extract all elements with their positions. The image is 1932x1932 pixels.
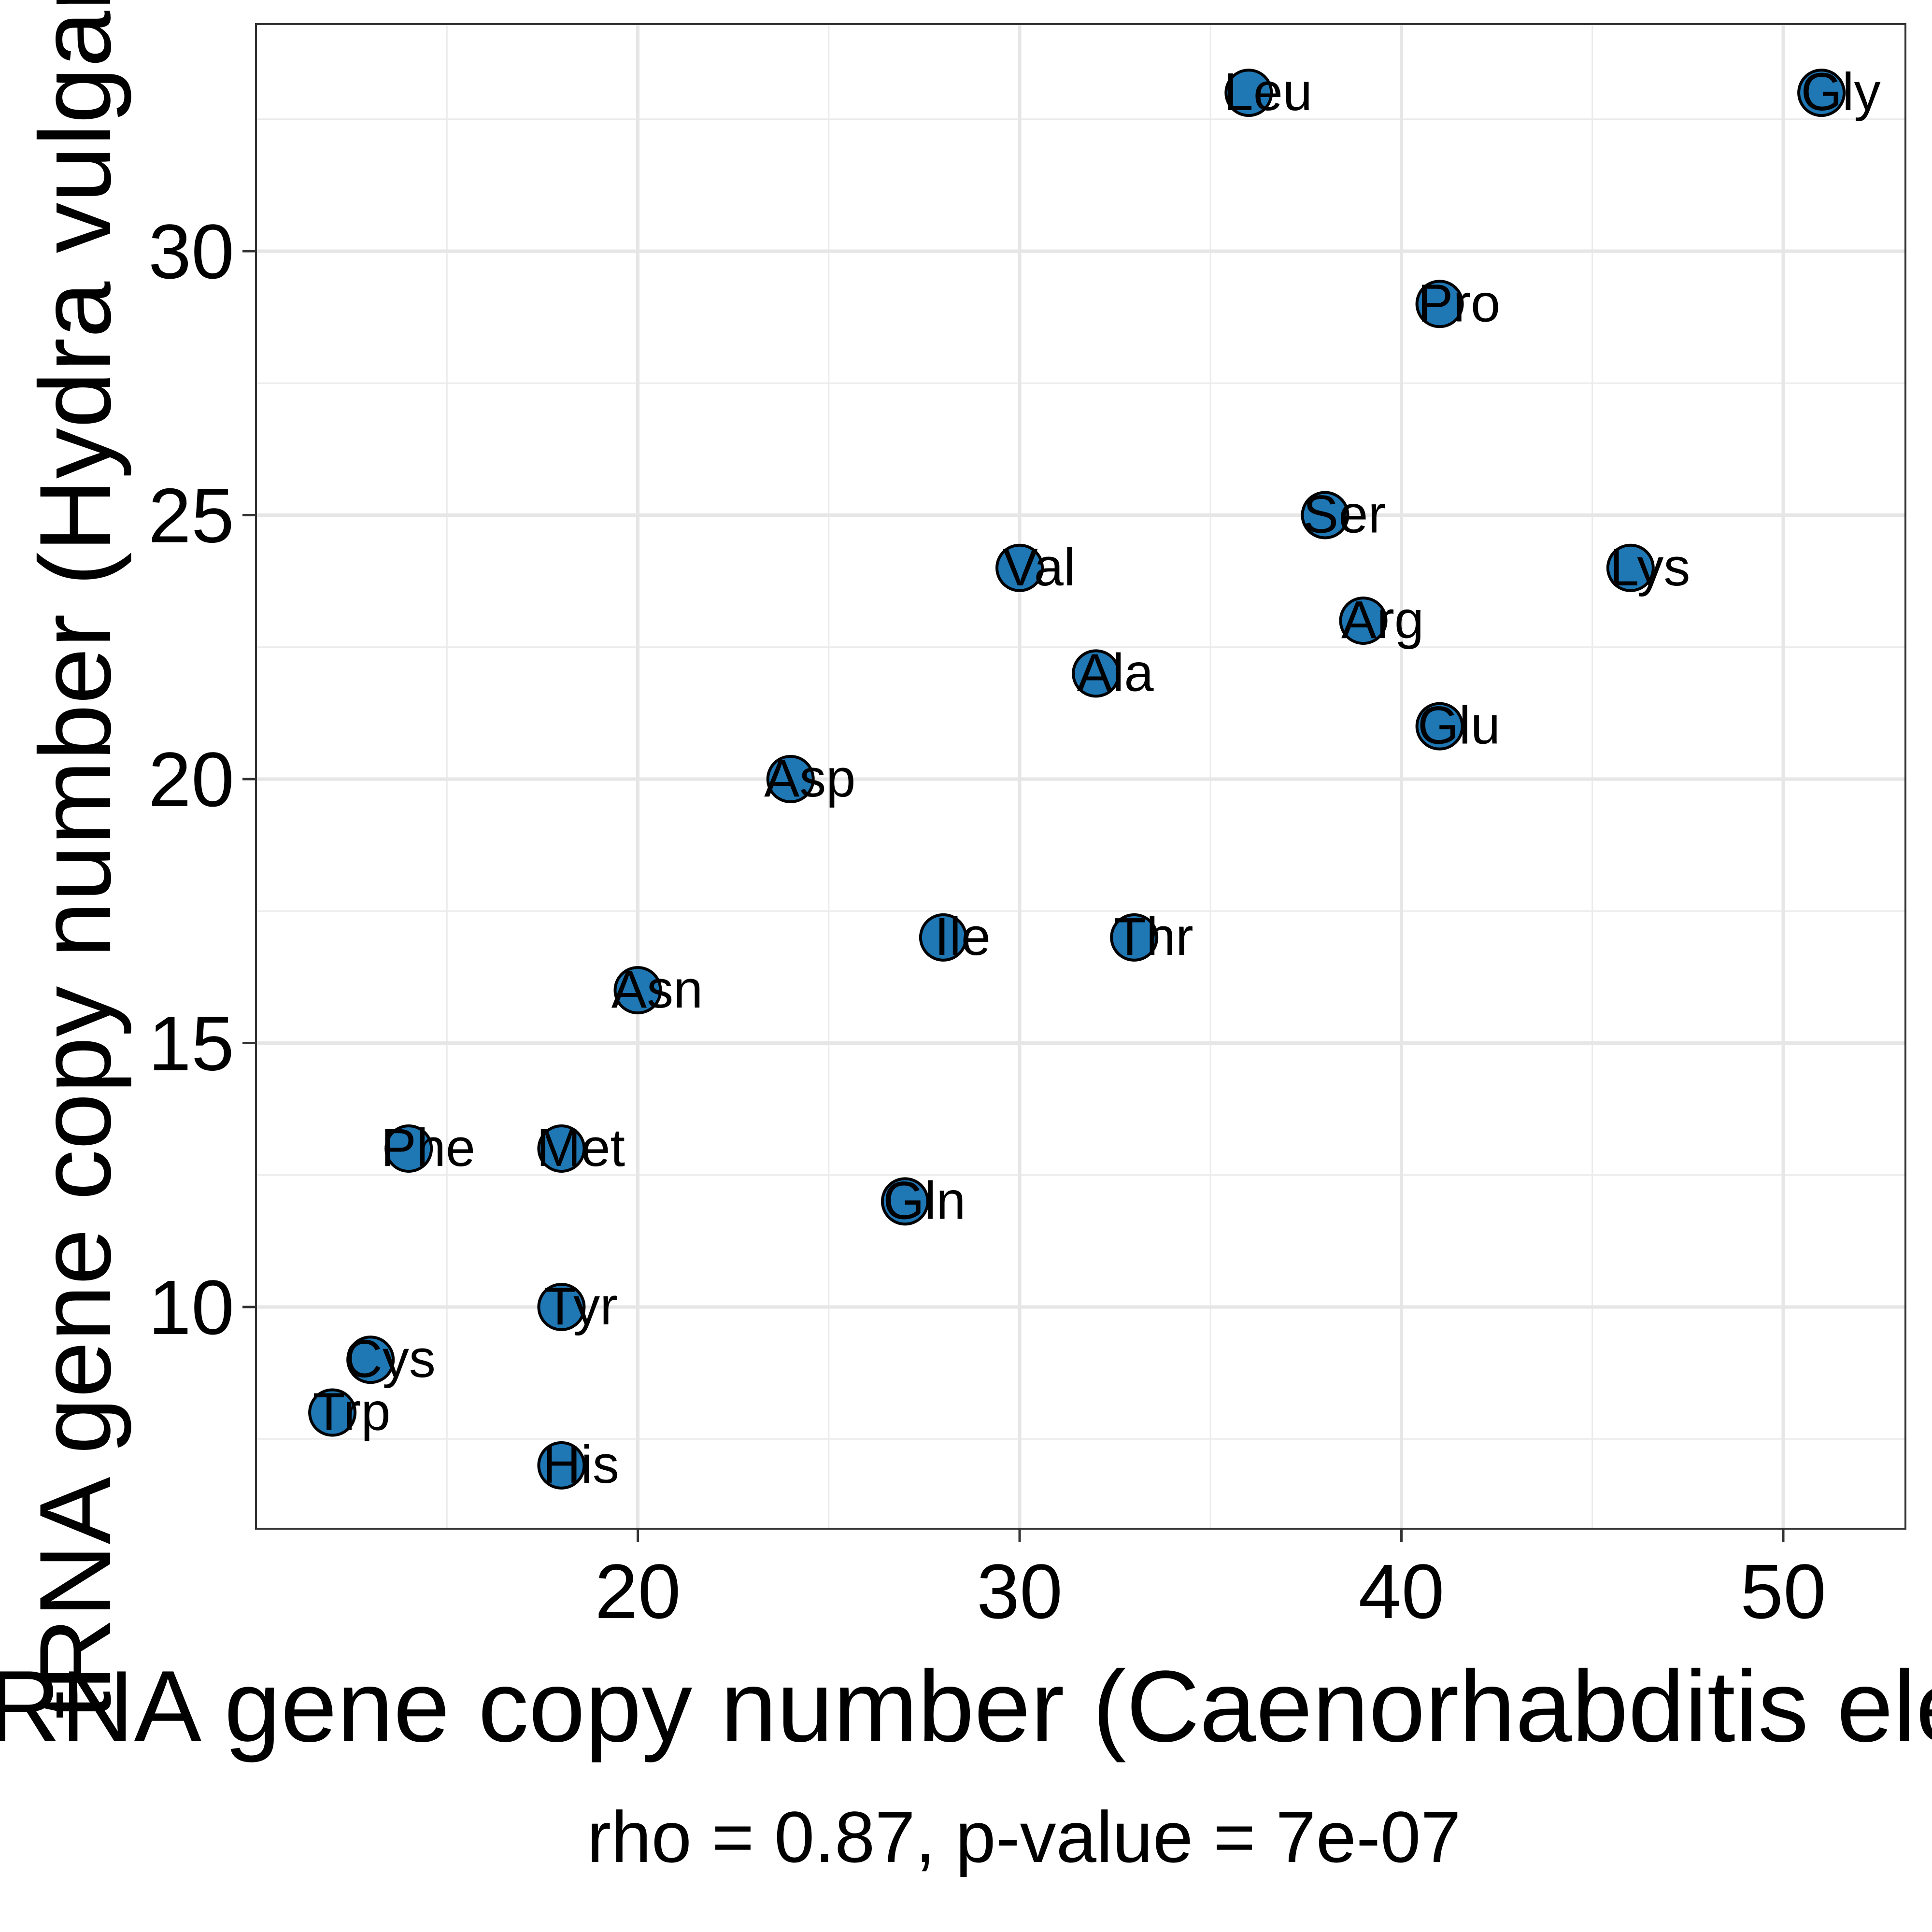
data-point [1415,280,1464,328]
data-point-label: Glu [1418,696,1500,755]
x-tick-label: 30 [977,1548,1063,1634]
x-tick-label: 20 [595,1548,681,1634]
data-point-label: Pro [1418,273,1500,333]
data-point-label: Arg [1341,590,1424,650]
y-tick-label: 15 [148,1000,234,1086]
data-point [613,966,662,1015]
data-point [1606,543,1655,592]
data-point [919,913,967,962]
plot-panel-border [255,23,1906,1530]
data-point [1301,491,1350,540]
data-point-label: Ile [935,907,991,966]
y-tick-label: 20 [148,736,234,823]
plot-panel [256,24,1905,1529]
data-point-label: Val [1003,538,1076,597]
axis-ticks: 20 30 40 50 10 15 20 25 30 [148,208,1826,1634]
data-point-label: Asn [611,960,703,1019]
data-point-label: Lys [1609,538,1690,597]
x-tick-label: 50 [1740,1548,1826,1634]
data-point-label: Thr [1114,907,1193,966]
data-point-label: His [542,1435,619,1494]
data-point-label: Phe [381,1118,475,1178]
major-gridlines [256,24,1905,1529]
data-point [1110,913,1159,962]
chart-caption: rho = 0.87, p-value = 7e-07 [587,1796,1461,1877]
data-point [881,1177,929,1226]
data-point-label: Ala [1077,643,1154,702]
data-point [346,1335,395,1384]
y-axis-title: tRNA gene copy number (Hydra vulgaris) [18,0,132,1719]
data-point [995,543,1044,592]
data-point-label: Leu [1224,62,1313,122]
data-point-label: Asp [764,749,856,808]
x-axis-title: tRNA gene copy number (Caenorhabditis el… [0,1649,1932,1763]
x-tick-label: 40 [1359,1548,1445,1634]
data-point-label: Gly [1801,62,1881,122]
data-point [1339,597,1388,645]
data-points [308,69,1846,1490]
y-tick-label: 10 [148,1264,234,1350]
data-point [537,1124,586,1173]
y-tick-label: 30 [148,208,234,295]
point-labels: Leu Gly Pro Ser Val Lys Arg Ala Glu Asp Ile Thr Asn P… [313,62,1881,1494]
data-point-label: Gln [883,1171,966,1230]
data-point [384,1124,433,1173]
data-point [537,1441,586,1490]
data-point-label: Met [537,1118,625,1178]
data-point [308,1388,357,1437]
data-point-label: Tyr [544,1277,618,1336]
data-point-label: Trp [313,1382,391,1442]
data-point [766,754,815,803]
data-point [1224,69,1273,117]
data-point [1797,69,1846,117]
data-point [1072,649,1121,698]
data-point [537,1282,586,1331]
minor-gridlines [256,24,1905,1529]
data-point-label: Ser [1303,484,1386,544]
data-point-label: Cys [344,1329,435,1389]
data-point [1415,702,1464,751]
y-tick-label: 25 [148,472,234,558]
